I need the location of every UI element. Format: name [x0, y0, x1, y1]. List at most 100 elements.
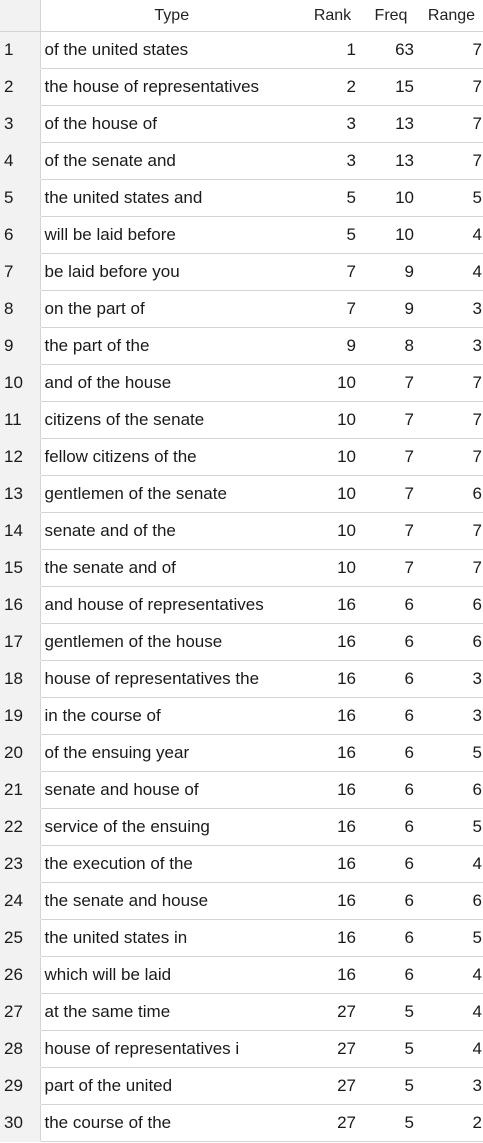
cell-type: and house of representatives	[39, 586, 303, 624]
cell-type: be laid before you	[39, 253, 303, 291]
cell-rank: 16	[303, 586, 362, 624]
cell-freq: 7	[362, 512, 420, 550]
cell-rank: 10	[303, 364, 362, 402]
table-row[interactable]: 1 of the united states 1 63 7	[0, 31, 483, 69]
cell-range: 7	[420, 142, 483, 180]
table-row[interactable]: 16 and house of representatives 16 6 6	[0, 586, 483, 624]
table-row[interactable]: 4 of the senate and 3 13 7	[0, 142, 483, 180]
cell-rank: 10	[303, 549, 362, 587]
table-body: 1 of the united states 1 63 7 2 the house of r…	[0, 31, 483, 1142]
table-row[interactable]: 5 the united states and 5 10 5	[0, 179, 483, 217]
cell-type: at the same time	[39, 993, 303, 1031]
cell-range: 5	[420, 919, 483, 957]
table-row[interactable]: 12 fellow citizens of the 10 7 7	[0, 438, 483, 476]
row-index: 8	[0, 290, 40, 328]
cell-type: and of the house	[39, 364, 303, 402]
cell-rank: 3	[303, 142, 362, 180]
cell-rank: 7	[303, 290, 362, 328]
cell-freq: 10	[362, 179, 420, 217]
table-row[interactable]: 19 in the course of 16 6 3	[0, 697, 483, 735]
cell-type: of the ensuing year	[39, 734, 303, 772]
cell-rank: 16	[303, 771, 362, 809]
cell-freq: 6	[362, 734, 420, 772]
header-rank[interactable]: Rank	[303, 0, 362, 32]
table-row[interactable]: 26 which will be laid 16 6 4	[0, 956, 483, 994]
table-row[interactable]: 25 the united states in 16 6 5	[0, 919, 483, 957]
cell-rank: 16	[303, 956, 362, 994]
row-index: 4	[0, 142, 40, 180]
header-freq[interactable]: Freq	[362, 0, 420, 32]
cell-type: part of the united	[39, 1067, 303, 1105]
cell-freq: 9	[362, 253, 420, 291]
cell-freq: 6	[362, 771, 420, 809]
cell-type: service of the ensuing	[39, 808, 303, 846]
header-type[interactable]: Type	[39, 0, 303, 32]
cell-freq: 7	[362, 364, 420, 402]
table-header: Type Rank Freq Range	[0, 0, 483, 32]
row-index: 19	[0, 697, 40, 735]
table-row[interactable]: 11 citizens of the senate 10 7 7	[0, 401, 483, 439]
row-index: 17	[0, 623, 40, 661]
cell-range: 4	[420, 993, 483, 1031]
row-index: 16	[0, 586, 40, 624]
table-row[interactable]: 17 gentlemen of the house 16 6 6	[0, 623, 483, 661]
row-index: 12	[0, 438, 40, 476]
cell-type: house of representatives the	[39, 660, 303, 698]
table-row[interactable]: 9 the part of the 9 8 3	[0, 327, 483, 365]
cell-type: the part of the	[39, 327, 303, 365]
table-row[interactable]: 18 house of representatives the 16 6 3	[0, 660, 483, 698]
cell-range: 7	[420, 401, 483, 439]
cell-type: which will be laid	[39, 956, 303, 994]
cell-rank: 9	[303, 327, 362, 365]
cell-range: 7	[420, 364, 483, 402]
table-row[interactable]: 24 the senate and house 16 6 6	[0, 882, 483, 920]
cell-type: the senate and of	[39, 549, 303, 587]
cell-rank: 10	[303, 475, 362, 513]
table-row[interactable]: 10 and of the house 10 7 7	[0, 364, 483, 402]
cell-freq: 15	[362, 68, 420, 106]
cell-range: 3	[420, 1067, 483, 1105]
table-row[interactable]: 14 senate and of the 10 7 7	[0, 512, 483, 550]
cell-type: senate and of the	[39, 512, 303, 550]
table-row[interactable]: 8 on the part of 7 9 3	[0, 290, 483, 328]
row-index: 10	[0, 364, 40, 402]
table-row[interactable]: 27 at the same time 27 5 4	[0, 993, 483, 1031]
table-row[interactable]: 3 of the house of 3 13 7	[0, 105, 483, 143]
cell-freq: 8	[362, 327, 420, 365]
cell-rank: 16	[303, 660, 362, 698]
cell-range: 6	[420, 771, 483, 809]
cell-range: 4	[420, 253, 483, 291]
cell-rank: 5	[303, 216, 362, 254]
table-row[interactable]: 22 service of the ensuing 16 6 5	[0, 808, 483, 846]
cell-freq: 10	[362, 216, 420, 254]
row-index: 18	[0, 660, 40, 698]
table-row[interactable]: 23 the execution of the 16 6 4	[0, 845, 483, 883]
cell-rank: 2	[303, 68, 362, 106]
cell-type: the senate and house	[39, 882, 303, 920]
cell-type: in the course of	[39, 697, 303, 735]
cell-range: 6	[420, 623, 483, 661]
cell-freq: 13	[362, 142, 420, 180]
header-range[interactable]: Range	[420, 0, 483, 32]
table-row[interactable]: 6 will be laid before 5 10 4	[0, 216, 483, 254]
row-index: 2	[0, 68, 40, 106]
table-row[interactable]: 29 part of the united 27 5 3	[0, 1067, 483, 1105]
table-row[interactable]: 21 senate and house of 16 6 6	[0, 771, 483, 809]
cell-range: 4	[420, 1030, 483, 1068]
table-row[interactable]: 28 house of representatives i 27 5 4	[0, 1030, 483, 1068]
table-row[interactable]: 2 the house of representatives 2 15 7	[0, 68, 483, 106]
cell-type: the united states and	[39, 179, 303, 217]
table-row[interactable]: 20 of the ensuing year 16 6 5	[0, 734, 483, 772]
table-row[interactable]: 15 the senate and of 10 7 7	[0, 549, 483, 587]
cell-type: of the house of	[39, 105, 303, 143]
cell-type: gentlemen of the senate	[39, 475, 303, 513]
table-row[interactable]: 7 be laid before you 7 9 4	[0, 253, 483, 291]
cell-range: 5	[420, 734, 483, 772]
table-row[interactable]: 13 gentlemen of the senate 10 7 6	[0, 475, 483, 513]
table-row[interactable]: 30 the course of the 27 5 2	[0, 1104, 483, 1142]
cell-freq: 6	[362, 919, 420, 957]
cell-rank: 16	[303, 697, 362, 735]
cell-rank: 27	[303, 1104, 362, 1142]
cell-rank: 10	[303, 512, 362, 550]
row-index: 24	[0, 882, 40, 920]
